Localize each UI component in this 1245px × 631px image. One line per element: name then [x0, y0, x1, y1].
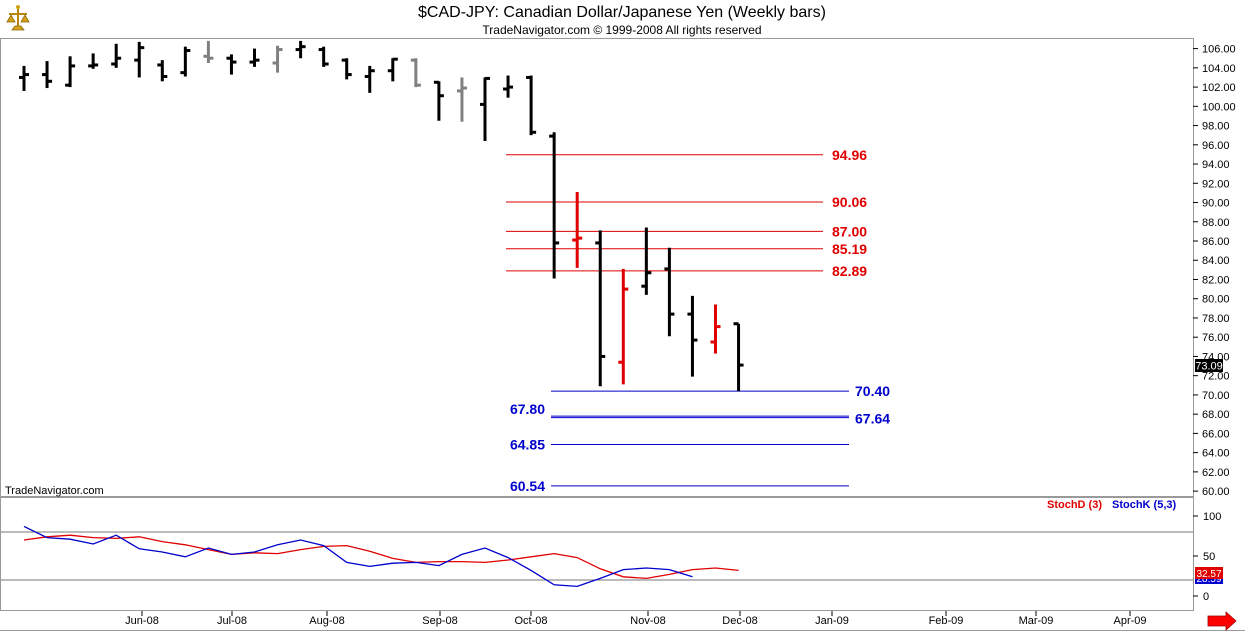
ohlc-bar: [65, 56, 76, 88]
ohlc-bar: [664, 247, 675, 337]
price-tick-label: 94.00: [1202, 159, 1230, 171]
ohlc-bar: [549, 132, 560, 279]
ohlc-bar: [111, 43, 122, 68]
time-tick-label: Feb-09: [929, 615, 964, 627]
ohlc-bar: [572, 191, 583, 268]
stochd-value-box: [1195, 567, 1223, 579]
ohlc-bar: [433, 80, 444, 121]
price-tick-label: 80.00: [1202, 294, 1230, 306]
stoch-tick-label: 100: [1203, 511, 1221, 523]
ohlc-bar: [180, 46, 191, 77]
price-tick-label: 66.00: [1202, 428, 1230, 440]
ohlc-bar: [19, 65, 29, 91]
time-tick-label: Mar-09: [1019, 615, 1054, 627]
ohlc-bar: [295, 40, 306, 59]
fib-level-label: 67.80: [510, 401, 545, 417]
fib-level-label: 90.06: [832, 194, 867, 210]
price-tick-label: 86.00: [1202, 236, 1230, 248]
price-tick-label: 106.00: [1202, 44, 1236, 56]
chart-title: $CAD-JPY: Canadian Dollar/Japanese Yen (…: [418, 4, 826, 21]
ohlc-bar: [134, 41, 145, 78]
time-tick-label: Oct-08: [514, 615, 547, 627]
stochd-value: 32.57: [1196, 569, 1221, 580]
ohlc-bar: [42, 61, 53, 89]
price-tick-label: 78.00: [1202, 313, 1230, 325]
stoch-series-line: [23, 525, 693, 588]
right-arrow-icon[interactable]: [1207, 611, 1237, 631]
fib-level-label: 60.54: [510, 478, 545, 494]
price-tick-label: 98.00: [1202, 121, 1230, 133]
stoch-series-line: [23, 534, 739, 580]
ohlc-bar: [410, 58, 421, 88]
ohlc-bar: [249, 48, 260, 67]
chart-subtitle: TradeNavigator.com © 1999-2008 All right…: [482, 23, 761, 37]
price-panel-frame: [0, 38, 1194, 497]
fib-level-label: 94.96: [832, 147, 867, 163]
price-tick-label: 76.00: [1202, 332, 1230, 344]
price-tick-label: 72.00: [1202, 371, 1230, 383]
ohlc-bar: [456, 77, 467, 122]
price-tick-label: 60.00: [1202, 486, 1230, 498]
ohlc-bar: [88, 53, 99, 69]
price-tick-label: 96.00: [1202, 140, 1230, 152]
fib-level-label: 87.00: [832, 223, 867, 239]
price-tick-label: 68.00: [1202, 409, 1230, 421]
ohlc-bar: [733, 322, 744, 392]
fib-level-label: 64.85: [510, 436, 545, 452]
fib-level-label: 67.64: [855, 411, 890, 427]
ohlc-bar: [318, 46, 329, 67]
ohlc-bar: [341, 58, 352, 80]
time-tick-label: Aug-08: [309, 615, 344, 627]
stoch-panel-frame: [0, 497, 1194, 611]
price-tick-label: 84.00: [1202, 255, 1230, 267]
ohlc-bar: [272, 45, 283, 73]
ohlc-bar: [687, 295, 698, 377]
price-tick-label: 100.00: [1202, 101, 1236, 113]
ohlc-bar: [595, 230, 606, 387]
time-tick-label: Dec-08: [722, 615, 757, 627]
ohlc-bar: [710, 304, 721, 354]
balance-scale-icon: [6, 5, 30, 31]
price-tick-label: 90.00: [1202, 198, 1230, 210]
stochk-legend: StochK (5,3): [1112, 499, 1177, 511]
ohlc-bar: [157, 60, 168, 82]
time-tick-label: Jun-08: [125, 615, 159, 627]
time-tick-label: Jan-09: [815, 615, 849, 627]
stochd-legend: StochD (3): [1047, 499, 1102, 511]
stoch-tick-label: 0: [1203, 591, 1209, 603]
fib-level-label: 70.40: [855, 383, 890, 399]
stochk-value: 28.59: [1196, 574, 1221, 585]
ohlc-bar: [387, 57, 398, 82]
ohlc-bar: [226, 54, 237, 75]
ohlc-bar: [364, 65, 375, 93]
ohlc-bar: [618, 268, 629, 385]
ohlc-bar: [641, 227, 652, 295]
price-tick-label: 64.00: [1202, 448, 1230, 460]
time-tick-label: Nov-08: [630, 615, 665, 627]
time-tick-label: Sep-08: [422, 615, 457, 627]
fib-level-label: 85.19: [832, 241, 867, 257]
price-tick-label: 70.00: [1202, 390, 1230, 402]
price-tick-label: 62.00: [1202, 467, 1230, 479]
watermark-text: TradeNavigator.com: [5, 485, 104, 497]
ohlc-bar: [203, 40, 214, 64]
fib-level-label: 82.89: [832, 263, 867, 279]
price-tick-label: 104.00: [1202, 63, 1236, 75]
ohlc-bar: [503, 75, 514, 98]
stoch-tick-label: 50: [1203, 551, 1215, 563]
price-tick-label: 102.00: [1202, 82, 1236, 94]
time-tick-label: Jul-08: [217, 615, 247, 627]
price-tick-label: 82.00: [1202, 274, 1230, 286]
price-tick-label: 92.00: [1202, 178, 1230, 190]
ohlc-bar: [480, 76, 490, 141]
last-price-label: 73.09: [1195, 361, 1223, 373]
ohlc-bar: [526, 75, 537, 136]
time-tick-label: Apr-09: [1113, 615, 1146, 627]
price-tick-label: 88.00: [1202, 217, 1230, 229]
last-price-box: [1195, 359, 1223, 372]
